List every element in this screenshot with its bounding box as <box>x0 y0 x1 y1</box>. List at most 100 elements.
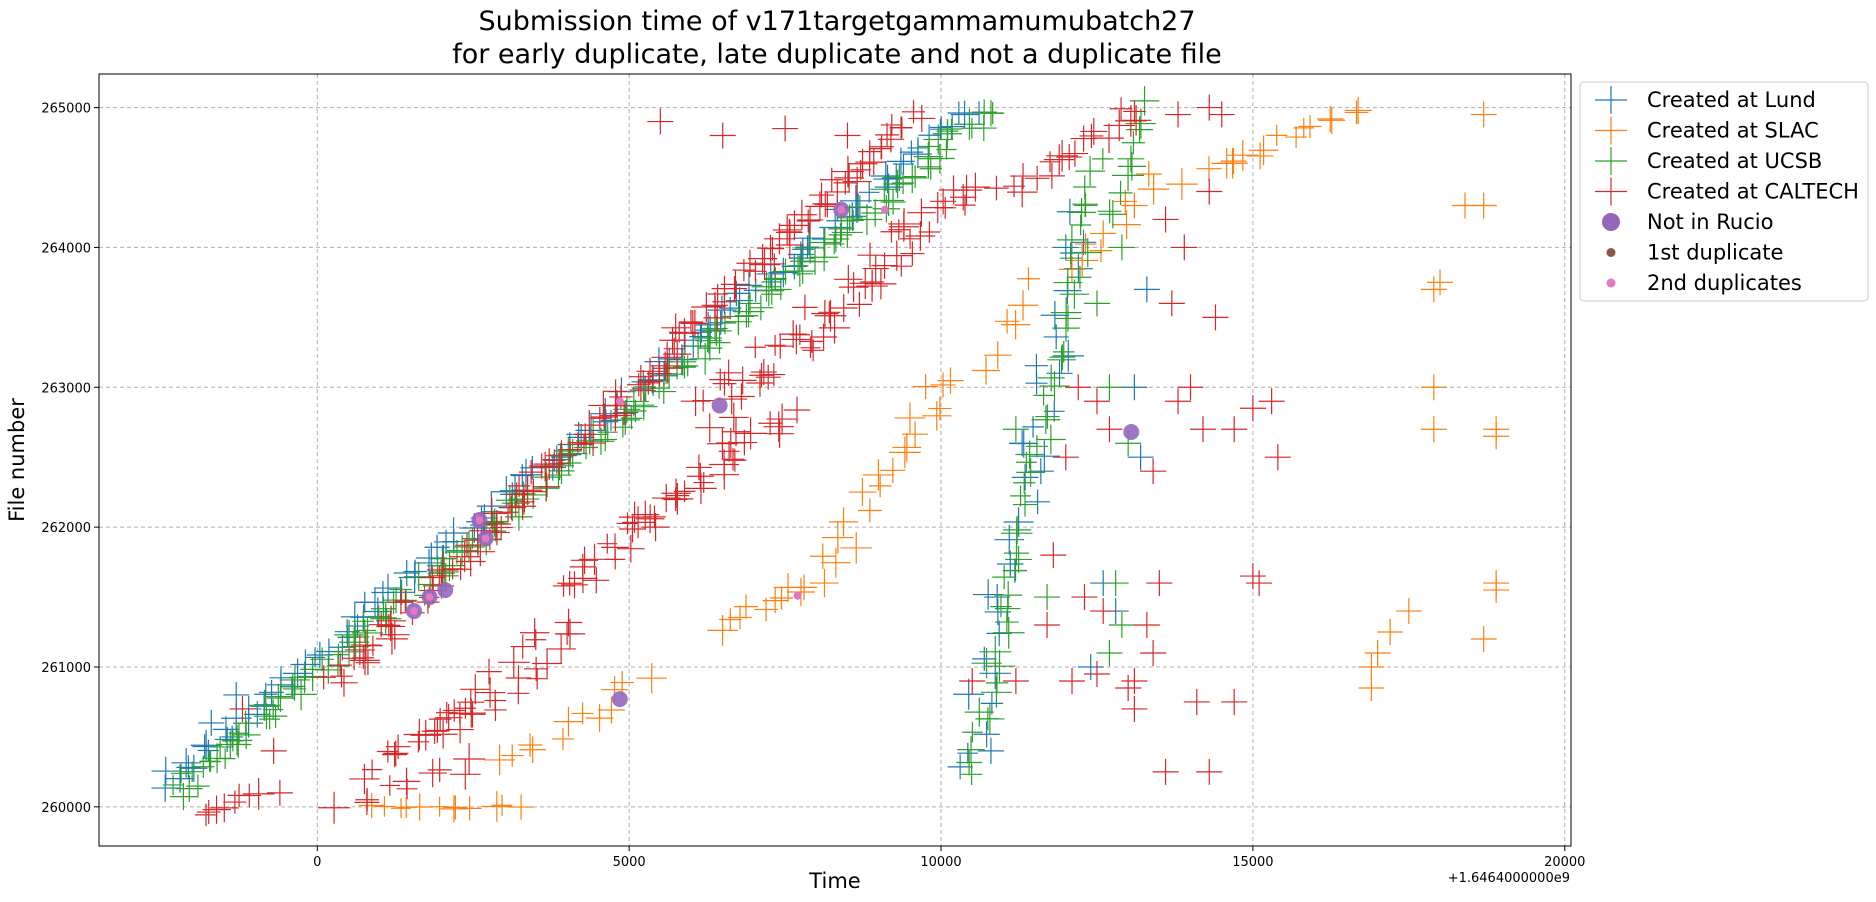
created-at-ucsb-point <box>1075 156 1105 186</box>
created-at-ucsb-point <box>225 731 252 758</box>
created-at-caltech-point <box>554 608 583 637</box>
created-at-caltech-point <box>507 474 531 498</box>
created-at-lund-point <box>1070 229 1097 255</box>
created-at-ucsb-point <box>677 355 699 377</box>
created-at-caltech-point <box>311 665 336 690</box>
created-at-caltech-point <box>772 215 802 245</box>
created-at-ucsb-point <box>1073 238 1103 267</box>
created-at-lund-point <box>415 548 444 577</box>
created-at-caltech-point <box>512 475 543 505</box>
created-at-caltech-point <box>930 188 957 215</box>
created-at-caltech-point <box>1177 374 1204 401</box>
created-at-ucsb-point <box>1003 515 1032 544</box>
created-at-caltech-point <box>1056 144 1083 171</box>
y-tick-label: 265000 <box>41 102 91 117</box>
legend-swatch-not-in-rucio <box>1602 213 1620 231</box>
created-at-caltech-point <box>385 734 411 760</box>
created-at-lund-point <box>176 755 201 780</box>
created-at-caltech-point <box>984 175 1009 201</box>
created-at-ucsb-point <box>979 635 1012 668</box>
created-at-ucsb-point <box>352 610 374 633</box>
created-at-caltech-point <box>1264 444 1291 471</box>
created-at-caltech-point <box>578 543 611 575</box>
created-at-ucsb-point <box>953 108 986 140</box>
created-at-caltech-point <box>1103 109 1135 142</box>
created-at-slac-point <box>491 794 513 816</box>
created-at-caltech-point <box>678 309 704 335</box>
created-at-caltech-point <box>603 379 628 404</box>
created-at-slac-point <box>598 696 625 724</box>
created-at-caltech-point <box>767 333 793 359</box>
created-at-caltech-point <box>489 516 513 540</box>
created-at-lund-point <box>1003 507 1034 537</box>
created-at-slac-point <box>1135 161 1162 187</box>
created-at-ucsb-point <box>1036 424 1066 455</box>
created-at-caltech-point <box>428 565 451 587</box>
created-at-caltech-point <box>763 411 794 442</box>
created-at-caltech-point <box>1196 758 1223 785</box>
created-at-ucsb-point <box>429 557 459 587</box>
created-at-ucsb-point <box>919 157 942 180</box>
created-at-caltech-point <box>597 533 618 554</box>
created-at-caltech-point <box>616 534 645 563</box>
created-at-caltech-point <box>574 423 597 446</box>
created-at-slac-point <box>1113 189 1137 214</box>
created-at-caltech-point <box>202 795 231 824</box>
created-at-caltech-point <box>721 417 751 447</box>
created-at-ucsb-point <box>1052 341 1075 363</box>
created-at-ucsb-point <box>249 689 281 721</box>
created-at-ucsb-point <box>1010 485 1032 507</box>
created-at-lund-point <box>984 584 1011 611</box>
created-at-slac-point <box>457 796 482 821</box>
created-at-caltech-point <box>383 740 409 767</box>
created-at-ucsb-point <box>1098 200 1127 229</box>
created-at-ucsb-point <box>1108 234 1135 261</box>
created-at-ucsb-point <box>702 315 728 342</box>
created-at-lund-point <box>707 295 737 325</box>
2nd-duplicates-point <box>475 516 484 525</box>
created-at-caltech-point <box>786 199 817 230</box>
created-at-ucsb-point <box>891 171 915 195</box>
created-at-ucsb-point <box>848 195 872 219</box>
created-at-ucsb-point <box>624 399 647 423</box>
created-at-ucsb-point <box>1108 612 1135 639</box>
created-at-ucsb-point <box>956 749 982 776</box>
created-at-caltech-point <box>838 272 869 303</box>
created-at-ucsb-point <box>310 647 335 672</box>
x-axis-label: Time <box>808 869 860 893</box>
created-at-caltech-point <box>951 174 982 206</box>
created-at-lund-point <box>1011 464 1039 491</box>
created-at-ucsb-point <box>748 295 774 321</box>
created-at-ucsb-point <box>770 278 792 301</box>
created-at-ucsb-point <box>708 331 731 354</box>
created-at-caltech-point <box>573 434 594 455</box>
created-at-ucsb-point <box>404 562 434 592</box>
created-at-caltech-point <box>266 779 293 806</box>
created-at-caltech-point <box>588 407 611 430</box>
created-at-slac-point <box>733 594 759 619</box>
created-at-slac-point <box>1017 267 1040 291</box>
created-at-lund-point <box>1121 374 1148 401</box>
created-at-caltech-point <box>860 269 885 295</box>
created-at-caltech-point <box>583 567 610 594</box>
created-at-lund-point <box>947 101 971 125</box>
created-at-lund-point <box>1133 276 1160 303</box>
created-at-caltech-point <box>548 452 570 475</box>
created-at-caltech-point <box>242 777 275 810</box>
created-at-caltech-point <box>510 634 535 659</box>
created-at-slac-point <box>585 704 614 733</box>
created-at-caltech-point <box>763 253 785 275</box>
created-at-lund-point <box>953 678 985 710</box>
created-at-lund-point <box>510 458 542 491</box>
created-at-caltech-point <box>528 453 555 479</box>
created-at-caltech-point <box>779 210 810 241</box>
created-at-caltech-point <box>1003 175 1025 198</box>
created-at-lund-point <box>212 716 239 743</box>
created-at-slac-point <box>828 507 859 537</box>
created-at-caltech-point <box>1002 667 1029 694</box>
created-at-caltech-point <box>1065 374 1092 401</box>
created-at-ucsb-point <box>734 303 759 328</box>
created-at-ucsb-point <box>739 292 761 315</box>
created-at-caltech-point <box>765 419 794 448</box>
